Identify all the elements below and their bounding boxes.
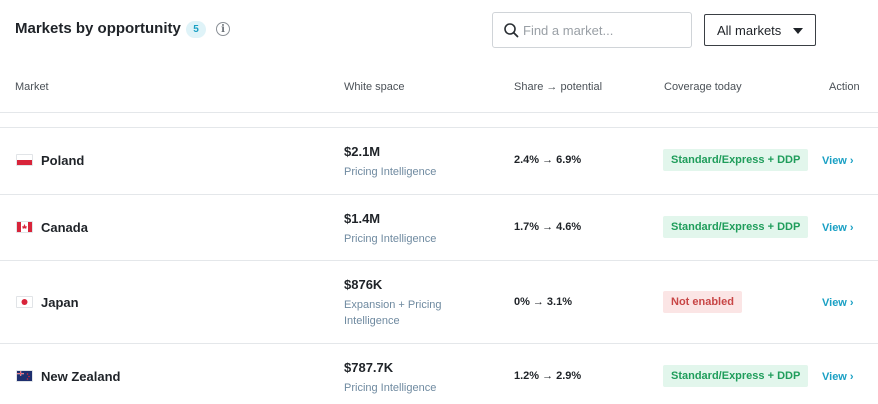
coverage-badge: Standard/Express + DDP <box>663 365 809 387</box>
column-header-white-space[interactable]: White space <box>344 81 405 93</box>
share-potential: 1.7% → 4.6% <box>514 221 581 233</box>
column-header-action: Action <box>829 81 860 93</box>
white-space-source: Expansion + Pricing Intelligence <box>344 299 442 327</box>
current-share: 1.7% <box>514 221 540 233</box>
column-header-coverage[interactable]: Coverage today <box>664 81 742 93</box>
canada-flag-icon <box>16 221 33 233</box>
market-name: Japan <box>41 295 79 310</box>
potential-share: 4.6% <box>556 221 582 233</box>
japan-flag-icon <box>16 296 33 308</box>
share-potential: 1.2% → 2.9% <box>514 370 581 382</box>
arrow-right-icon: → <box>542 221 554 233</box>
view-link[interactable]: View › <box>822 371 854 383</box>
row-divider <box>0 260 878 261</box>
share-potential: 2.4% → 6.9% <box>514 154 581 166</box>
table-row[interactable]: Japan $876K Expansion + Pricing Intellig… <box>0 261 878 343</box>
potential-share: 2.9% <box>556 370 582 382</box>
caret-down-icon <box>793 28 803 34</box>
row-divider <box>0 343 878 344</box>
arrow-right-icon: → <box>542 154 554 166</box>
coverage-badge: Standard/Express + DDP <box>663 216 809 238</box>
market-name: Poland <box>41 153 85 168</box>
view-link[interactable]: View › <box>822 222 854 234</box>
white-space-source: Pricing Intelligence <box>344 233 437 245</box>
market-filter-select[interactable]: All markets <box>704 14 816 46</box>
current-share: 2.4% <box>514 154 540 166</box>
white-space-source: Pricing Intelligence <box>344 166 437 178</box>
search-icon <box>504 23 519 38</box>
share-potential: 0% → 3.1% <box>514 296 572 308</box>
market-name: New Zealand <box>41 369 121 384</box>
market-filter-value: All markets <box>717 23 782 38</box>
current-share: 0% <box>514 296 530 308</box>
market-name: Canada <box>41 220 88 235</box>
white-space-value: $1.4M <box>344 211 381 226</box>
potential-share: 6.9% <box>556 154 582 166</box>
table-row[interactable]: Poland $2.1M Pricing Intelligence 2.4% → 6… <box>0 128 878 194</box>
row-divider <box>0 194 878 195</box>
column-header-share-potential[interactable]: Share → potential <box>514 81 603 93</box>
coverage-badge: Standard/Express + DDP <box>663 149 809 171</box>
search-input[interactable] <box>523 20 683 40</box>
count-badge: 5 <box>186 21 206 38</box>
arrow-right-icon: → <box>532 296 544 308</box>
white-space-value: $2.1M <box>344 144 381 159</box>
view-link[interactable]: View › <box>822 155 854 167</box>
table-row[interactable]: Canada $1.4M Pricing Intelligence 1.7% → 4… <box>0 195 878 260</box>
view-link[interactable]: View › <box>822 297 854 309</box>
page-title: Markets by opportunity <box>15 20 181 37</box>
info-icon[interactable]: i <box>216 22 230 36</box>
table-row[interactable]: New Zealand $787.7K Pricing Intelligence… <box>0 344 878 404</box>
potential-share: 3.1% <box>546 296 572 308</box>
current-share: 1.2% <box>514 370 540 382</box>
search-box[interactable] <box>492 12 692 48</box>
column-header-market[interactable]: Market <box>15 81 49 93</box>
white-space-source: Pricing Intelligence <box>344 382 437 394</box>
arrow-right-icon: → <box>542 370 554 382</box>
new-zealand-flag-icon <box>16 370 33 382</box>
table-header-bar: Markets by opportunity 5 i All markets <box>0 0 878 60</box>
header-divider <box>0 112 878 113</box>
poland-flag-icon <box>16 154 33 166</box>
row-divider <box>0 127 878 128</box>
coverage-badge: Not enabled <box>663 291 742 313</box>
white-space-value: $787.7K <box>344 360 394 375</box>
white-space-value: $876K <box>344 277 383 292</box>
